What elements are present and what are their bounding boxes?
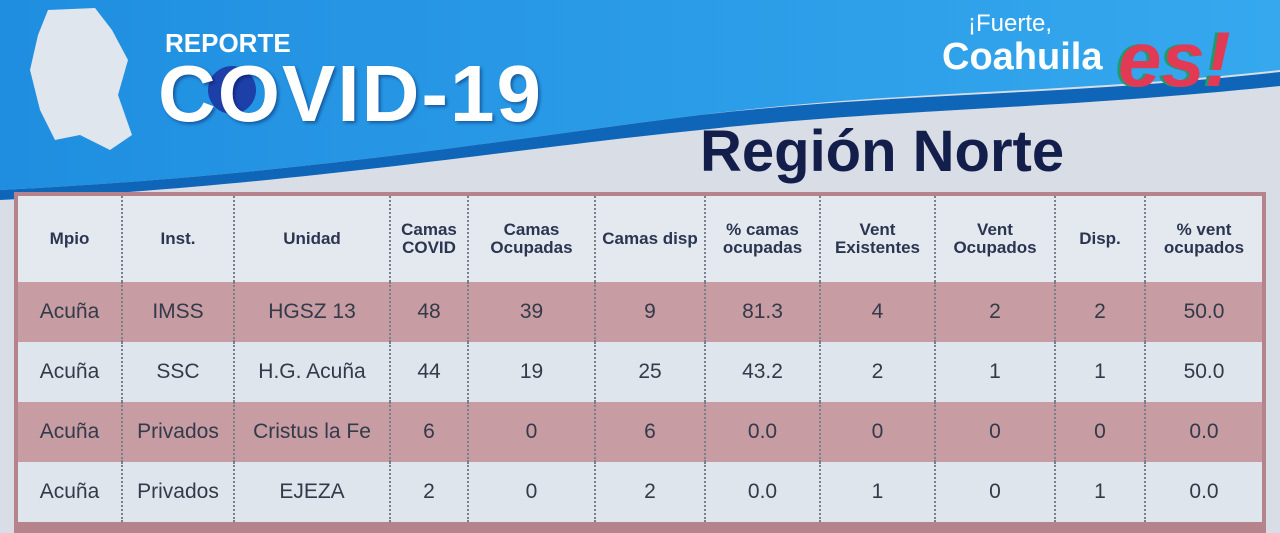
table-cell: 50.0 — [1144, 342, 1262, 402]
table-cell: Privados — [121, 462, 234, 522]
table-cell: 1 — [1054, 342, 1145, 402]
virus-icon — [208, 66, 256, 114]
table-cell: 44 — [389, 342, 468, 402]
table-cell: 0 — [467, 462, 595, 522]
table-row: Acuña SSC H.G. Acuña 44 19 25 43.2 2 1 1 50.0 — [18, 342, 1262, 402]
report-label: REPORTE — [165, 28, 291, 58]
table-cell: 0 — [1054, 402, 1145, 462]
table-cell: 48 — [389, 282, 468, 342]
table: Mpio Inst. Unidad Camas COVID Camas Ocupadas… — [18, 196, 1262, 522]
table-cell: 0.0 — [704, 462, 820, 522]
banner — [0, 0, 1280, 200]
column-header: Unidad — [233, 196, 390, 282]
table-row: Acuña Privados Cristus la Fe 6 0 6 0.0 0 0 0 0.0 — [18, 402, 1262, 462]
slogan: es! — [1118, 15, 1231, 103]
table-cell: 2 — [819, 342, 935, 402]
table-cell: Acuña — [18, 402, 122, 462]
table-cell: 2 — [594, 462, 705, 522]
table-cell: 25 — [594, 342, 705, 402]
slogan: Coahuila — [942, 36, 1103, 78]
table-cell: 19 — [467, 342, 595, 402]
state-map — [30, 8, 132, 150]
table-cell: 0 — [934, 402, 1055, 462]
table-cell: EJEZA — [233, 462, 390, 522]
table-cell: 6 — [594, 402, 705, 462]
table-cell: 43.2 — [704, 342, 820, 402]
banner-wave — [0, 0, 1280, 190]
table-cell: 1 — [934, 342, 1055, 402]
table-cell: 81.3 — [704, 282, 820, 342]
column-header: % camas ocupadas — [704, 196, 820, 282]
table-row: Acuña Privados EJEZA 2 0 2 0.0 1 0 1 0.0 — [18, 462, 1262, 522]
table-cell: 0.0 — [1144, 402, 1262, 462]
table-cell: HGSZ 13 — [233, 282, 390, 342]
column-header: Inst. — [121, 196, 234, 282]
table-cell: H.G. Acuña — [233, 342, 390, 402]
column-header: Camas Ocupadas — [467, 196, 595, 282]
table-cell: 0.0 — [704, 402, 820, 462]
column-header: Vent Ocupados — [934, 196, 1055, 282]
header-row: Mpio Inst. Unidad Camas COVID Camas Ocupadas… — [18, 196, 1262, 282]
table-row: Acuña IMSS HGSZ 13 48 39 9 81.3 4 2 2 50.0 — [18, 282, 1262, 342]
table-cell: 6 — [389, 402, 468, 462]
covid-label: COVID-19 — [158, 49, 543, 138]
table-cell: 2 — [1054, 282, 1145, 342]
table-cell: 50.0 — [1144, 282, 1262, 342]
table-body: Acuña IMSS HGSZ 13 48 39 9 81.3 4 2 2 50.0 Acuña SSC… — [18, 282, 1262, 522]
title: Región Norte — [700, 119, 1065, 184]
table-cell: 9 — [594, 282, 705, 342]
table-cell: Cristus la Fe — [233, 402, 390, 462]
column-header: Camas disp — [594, 196, 705, 282]
table-cell: 4 — [819, 282, 935, 342]
table-cell: 0 — [467, 402, 595, 462]
table-cell: 1 — [1054, 462, 1145, 522]
table-cell: IMSS — [121, 282, 234, 342]
table-frame: Mpio Inst. Unidad Camas COVID Camas Ocupadas… — [14, 192, 1266, 533]
table-cell: 0 — [819, 402, 935, 462]
column-header: Vent Existentes — [819, 196, 935, 282]
banner-stripe — [0, 72, 1280, 200]
table-cell: Acuña — [18, 282, 122, 342]
table-cell: Acuña — [18, 462, 122, 522]
table-cell: Privados — [121, 402, 234, 462]
slogan: ¡Fuerte, — [968, 10, 1053, 37]
table-cell: 39 — [467, 282, 595, 342]
column-header: Camas COVID — [389, 196, 468, 282]
table-cell: Acuña — [18, 342, 122, 402]
column-header: Disp. — [1054, 196, 1145, 282]
column-header: % vent ocupados — [1144, 196, 1262, 282]
column-header: Mpio — [18, 196, 122, 282]
table-cell: 2 — [389, 462, 468, 522]
table-cell: 1 — [819, 462, 935, 522]
table-cell: 0.0 — [1144, 462, 1262, 522]
table-cell: 0 — [934, 462, 1055, 522]
table-cell: SSC — [121, 342, 234, 402]
table-cell: 2 — [934, 282, 1055, 342]
